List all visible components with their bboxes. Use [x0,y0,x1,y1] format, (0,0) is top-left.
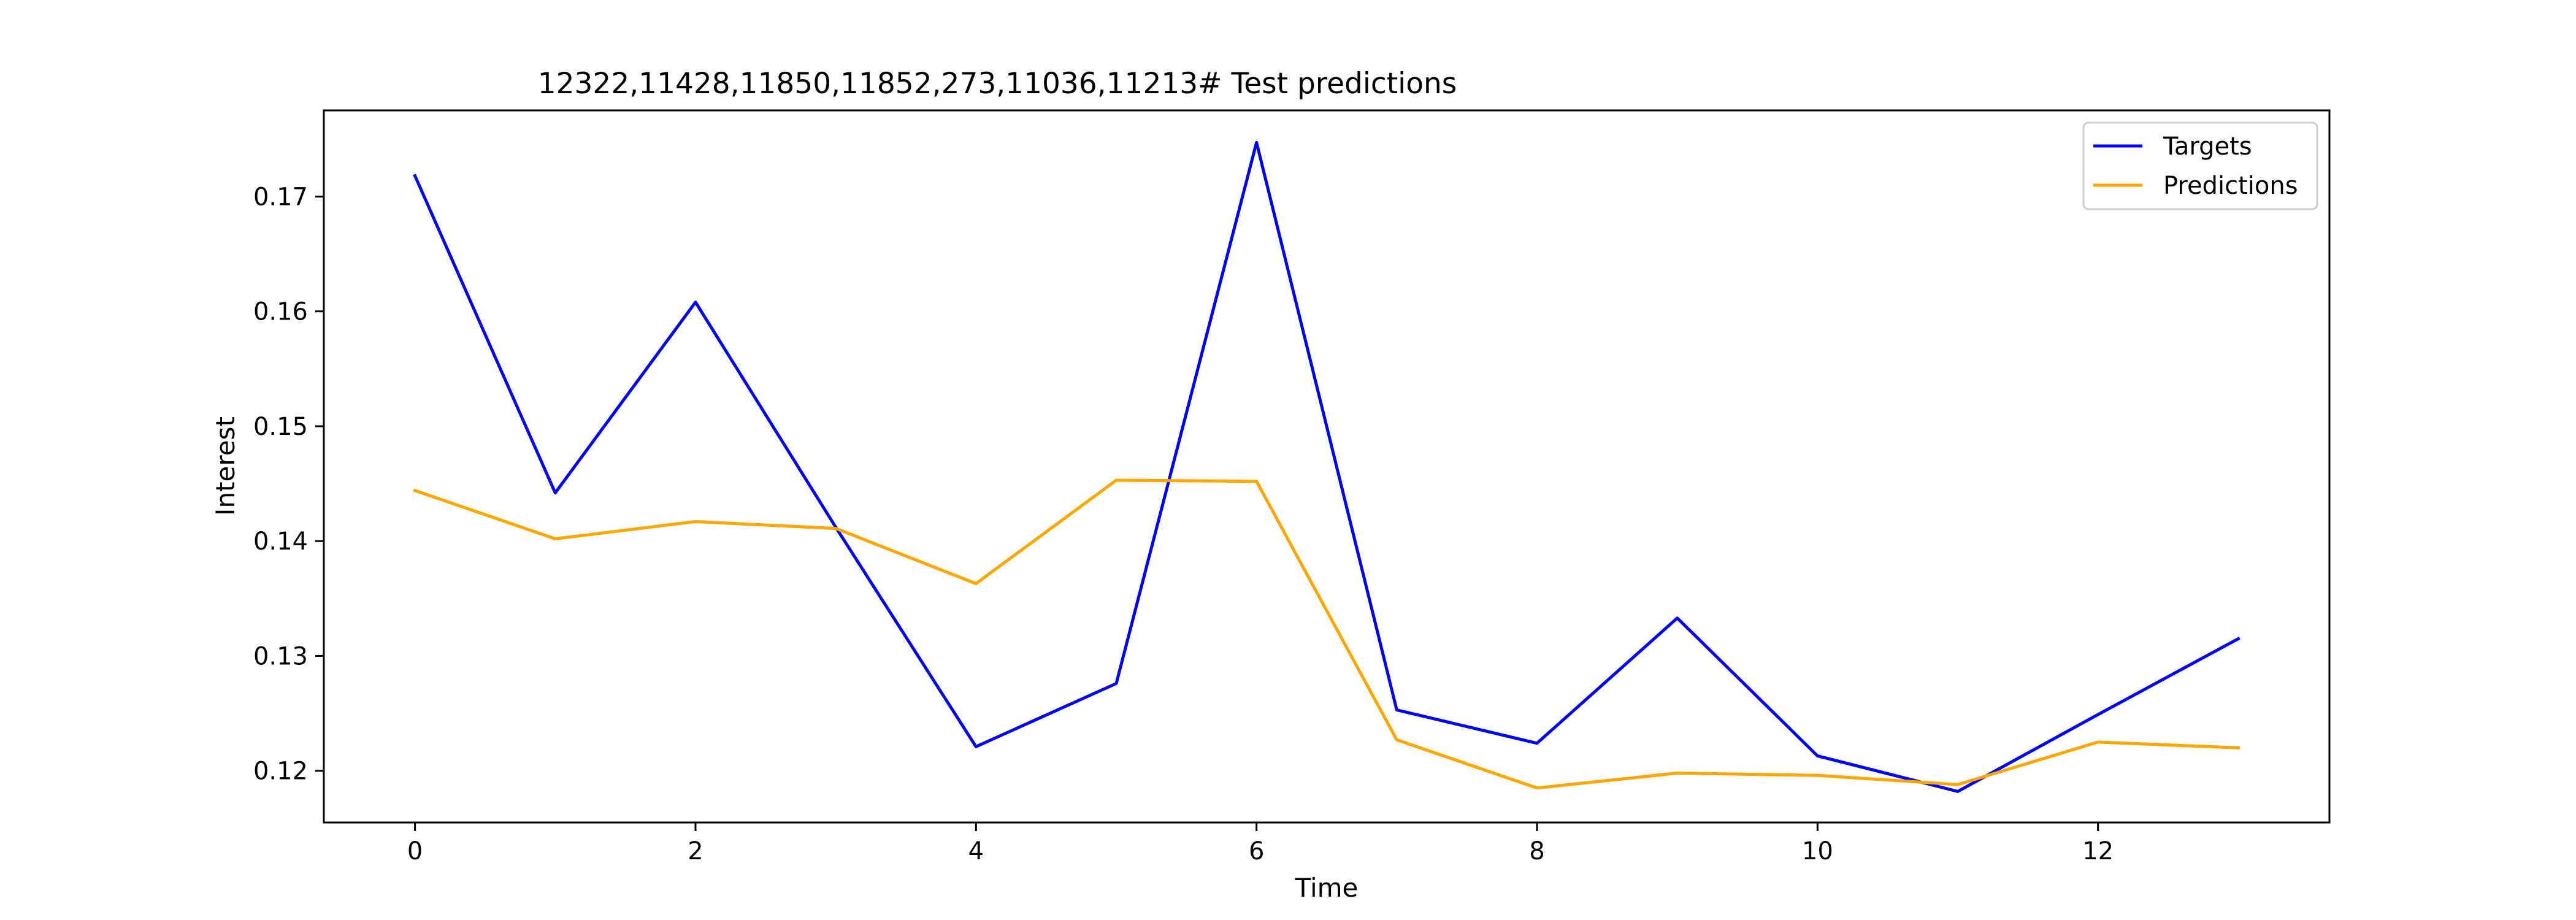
y-tick-label: 0.14 [253,527,308,556]
x-tick-label: 2 [688,837,703,865]
x-tick-label: 12 [2082,837,2114,865]
y-axis-label: Interest [210,416,240,516]
chart-title: 12322,11428,11850,11852,273,11036,11213#… [538,67,1457,101]
x-axis-label: Time [1295,873,1359,903]
y-tick-label: 0.12 [253,757,308,786]
y-tick-label: 0.17 [253,183,308,211]
x-tick-label: 4 [968,837,984,865]
legend-label-predictions: Predictions [2163,172,2298,200]
y-tick-label: 0.13 [253,642,308,670]
series-line-targets [413,140,2241,793]
legend-label-targets: Targets [2163,132,2252,161]
legend-box [2082,121,2318,210]
legend: Targets Predictions [2082,121,2318,210]
x-tick-label: 6 [1249,837,1264,865]
x-tick-label: 0 [407,837,423,865]
y-tick-label: 0.15 [253,413,308,441]
y-axis: 0.12 0.13 0.14 0.15 0.16 0.17 [253,183,324,786]
y-tick-label: 0.16 [253,298,308,326]
plot-area [413,140,2241,793]
series-line-predictions [413,478,2241,790]
x-axis: 0 2 4 6 8 10 12 [407,822,2114,865]
x-tick-label: 8 [1529,837,1544,865]
x-tick-label: 10 [1802,837,1833,865]
axes-frame [323,109,2331,824]
